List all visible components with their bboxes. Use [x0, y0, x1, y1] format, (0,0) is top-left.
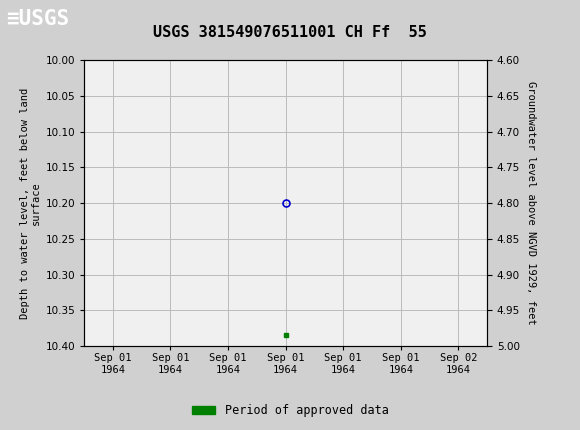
Y-axis label: Groundwater level above NGVD 1929, feet: Groundwater level above NGVD 1929, feet	[525, 81, 536, 325]
Legend: Period of approved data: Period of approved data	[187, 399, 393, 422]
Y-axis label: Depth to water level, feet below land
surface: Depth to water level, feet below land su…	[20, 88, 41, 319]
Text: ≡USGS: ≡USGS	[6, 9, 69, 29]
Text: USGS 381549076511001 CH Ff  55: USGS 381549076511001 CH Ff 55	[153, 25, 427, 40]
